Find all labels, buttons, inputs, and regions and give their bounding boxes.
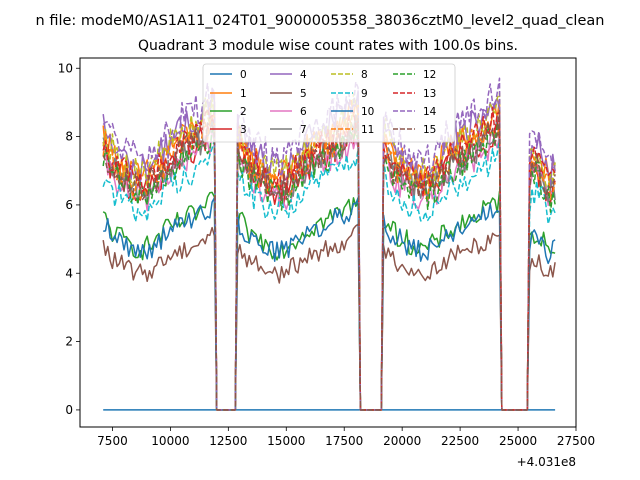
x-axis: 7500 10000 12500 15000 17500 20000 22500 25000 2… — [97, 427, 595, 448]
axes-frame — [79, 57, 577, 428]
x-tick-label: 25000 — [499, 434, 537, 448]
series-line-5 — [102, 223, 556, 411]
series-line-12 — [102, 122, 556, 411]
x-tick-label: 10000 — [151, 434, 189, 448]
x-tick-label: 7500 — [97, 434, 128, 448]
x-tick-label: 27500 — [557, 434, 595, 448]
x-tick-label: 12500 — [209, 434, 247, 448]
legend-label-13: 13 — [423, 88, 436, 100]
legend-label-11: 11 — [361, 124, 374, 136]
figure-suptitle: n file: modeM0/AS1A11_024T01_9000005358_… — [36, 13, 605, 29]
legend-label-10: 10 — [361, 106, 374, 118]
series-line-10 — [103, 196, 556, 411]
y-tick-label: 0 — [65, 403, 73, 417]
legend-label-8: 8 — [361, 69, 368, 81]
x-tick-label: 17500 — [325, 434, 363, 448]
x-tick-label: 20000 — [383, 434, 421, 448]
series-line-15 — [102, 110, 556, 411]
legend-label-12: 12 — [423, 69, 436, 81]
y-tick-label: 6 — [65, 198, 73, 212]
x-tick-label: 22500 — [441, 434, 479, 448]
y-tick-label: 10 — [58, 61, 73, 75]
y-axis: 0 2 4 6 8 10 — [58, 61, 80, 417]
legend-label-5: 5 — [300, 88, 307, 100]
y-tick-label: 4 — [65, 266, 73, 280]
legend-box — [202, 63, 456, 143]
x-tick-label: 15000 — [267, 434, 305, 448]
legend-label-0: 0 — [240, 69, 247, 81]
legend-label-6: 6 — [300, 106, 307, 118]
legend-label-15: 15 — [423, 124, 436, 136]
legend-label-4: 4 — [300, 69, 307, 81]
legend-label-14: 14 — [423, 106, 437, 118]
legend-label-2: 2 — [240, 106, 247, 118]
legend-label-7: 7 — [300, 124, 307, 136]
x-offset-label: +4.031e8 — [517, 455, 576, 469]
legend-label-1: 1 — [240, 88, 247, 100]
series-line-9 — [102, 137, 556, 411]
chart-title: Quadrant 3 module wise count rates with … — [138, 38, 518, 54]
series-line-2 — [102, 190, 556, 411]
y-tick-label: 2 — [65, 335, 73, 349]
legend-label-9: 9 — [361, 88, 368, 100]
legend-label-3: 3 — [240, 124, 247, 136]
y-tick-label: 8 — [65, 130, 73, 144]
